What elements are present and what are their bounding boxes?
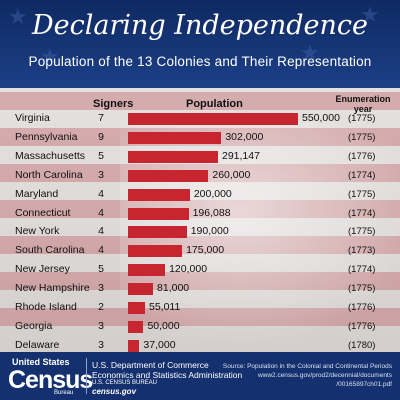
population-value-label: 37,000 (143, 338, 176, 351)
signers-value: 4 (98, 206, 104, 219)
population-bar (128, 150, 218, 163)
population-bar (128, 283, 154, 296)
population-value-label: 302,000 (225, 130, 264, 143)
state-label: New Jersey (15, 263, 70, 276)
source-line-3: /00165897ch01.pdf (336, 381, 392, 388)
state-label: Massachusetts (15, 149, 86, 162)
population-bar (128, 339, 140, 352)
chart-title: Declaring Independence (32, 10, 368, 41)
population-bar (128, 188, 190, 201)
signers-value: 4 (98, 225, 104, 238)
signers-value: 3 (98, 338, 104, 351)
population-value-label: 190,000 (190, 225, 229, 238)
population-column-header: Population (186, 98, 243, 110)
state-label: North Carolina (15, 168, 83, 181)
dept-line-3: U.S. CENSUS BUREAU (92, 380, 158, 386)
enumeration-year: (1774) (348, 169, 376, 181)
signers-value: 5 (98, 263, 104, 276)
population-bar (128, 169, 209, 182)
state-label: South Carolina (15, 244, 85, 257)
state-label: Connecticut (15, 206, 71, 219)
population-value-label: 196,088 (192, 206, 231, 219)
signers-column-header: Signers (93, 98, 134, 110)
signers-value: 2 (98, 301, 104, 313)
enumeration-year: (1774) (348, 207, 376, 219)
dept-line-2: Economics and Statistics Administration (92, 370, 243, 380)
population-value-label: 550,000 (302, 112, 340, 124)
enumeration-year: (1775) (348, 131, 376, 143)
flag-stripe (0, 92, 400, 110)
enumeration-year: (1775) (348, 113, 376, 124)
signers-value: 9 (98, 130, 104, 143)
population-bar (128, 302, 145, 314)
population-value-label: 175,000 (186, 244, 225, 257)
signers-value: 3 (98, 168, 104, 181)
population-value-label: 260,000 (212, 168, 251, 181)
population-value-label: 200,000 (193, 187, 232, 200)
population-bar (128, 226, 187, 239)
signers-value: 4 (98, 187, 104, 200)
signers-value: 7 (98, 112, 104, 124)
population-bar (128, 207, 189, 220)
footer-divider (86, 358, 87, 394)
enumeration-year: (1776) (348, 150, 376, 162)
state-label: New Hampshire (15, 282, 90, 295)
chart-subtitle: Population of the 13 Colonies and Their … (28, 54, 372, 69)
signers-value: 5 (98, 149, 104, 162)
dept-line-4: census.gov (92, 387, 137, 396)
census-logo-word: Census (8, 366, 93, 394)
year-header-line2: year (353, 104, 373, 114)
signers-value: 4 (98, 244, 104, 257)
enumeration-year: (1776) (348, 320, 376, 332)
population-value-label: 55,011 (149, 301, 181, 313)
population-value-label: 50,000 (147, 319, 180, 332)
enumeration-year: (1775) (348, 226, 376, 238)
census-logo-top: United States (12, 357, 70, 367)
enumeration-year: (1775) (348, 188, 376, 200)
source-line-2: www2.census.gov/prod2/decennial/document… (257, 372, 392, 379)
population-bar (128, 264, 166, 277)
state-label: Delaware (15, 338, 60, 351)
signers-value: 3 (98, 282, 104, 295)
enumeration-year: (1775) (348, 283, 376, 295)
state-label: Maryland (15, 187, 59, 200)
population-bar (128, 131, 222, 144)
footer-bar (0, 352, 400, 400)
dept-line-1: U.S. Department of Commerce (92, 360, 209, 370)
header-banner: ★ ★ ★ ★ Declaring Independence Populatio… (0, 0, 400, 88)
population-bar (128, 113, 298, 125)
population-value-label: 81,000 (157, 282, 190, 295)
state-label: New York (15, 225, 60, 238)
star-icon: ★ (8, 4, 28, 29)
enumeration-year: (1776) (348, 302, 376, 313)
state-label: Rhode Island (15, 301, 77, 313)
star-icon: ★ (300, 40, 320, 65)
enumeration-year: (1774) (348, 264, 376, 276)
star-icon: ★ (40, 44, 60, 69)
state-label: Virginia (15, 112, 50, 124)
state-label: Pennsylvania (15, 130, 78, 143)
population-bar (128, 320, 144, 333)
census-logo-bureau: Bureau (54, 390, 74, 396)
star-icon: ★ (360, 2, 380, 27)
source-line-1: Source: Population in the Colonial and C… (222, 363, 392, 370)
year-column-header: Enumeration year (328, 94, 398, 114)
population-value-label: 120,000 (169, 263, 208, 276)
year-header-line1: Enumeration (335, 94, 391, 104)
population-value-label: 291,147 (221, 149, 260, 162)
state-label: Georgia (15, 319, 53, 332)
enumeration-year: (1773) (348, 245, 376, 257)
signers-value: 3 (98, 319, 104, 332)
population-bar (128, 245, 183, 258)
enumeration-year: (1780) (348, 339, 376, 351)
